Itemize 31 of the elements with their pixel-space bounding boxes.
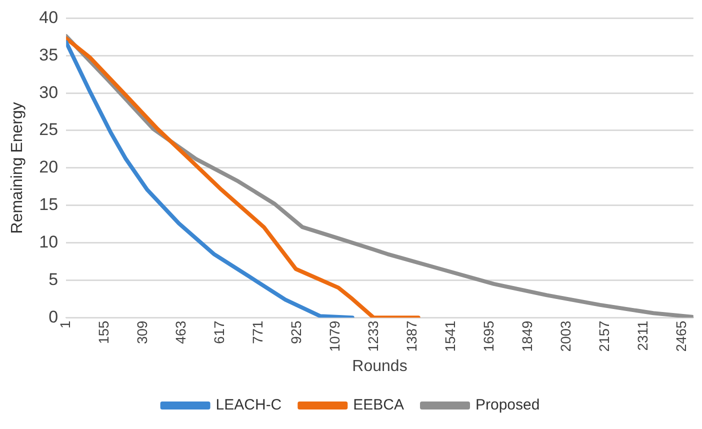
x-tick-label: 155	[95, 320, 112, 344]
y-axis-title: Remaining Energy	[9, 102, 26, 234]
y-tick-label: 0	[48, 307, 58, 326]
x-tick-label: 1	[56, 320, 73, 328]
x-tick-label: 1695	[480, 320, 496, 352]
x-tick-label: 617	[210, 320, 227, 344]
y-tick-label: 15	[39, 195, 58, 214]
y-tick-label: 30	[39, 82, 58, 102]
x-tick-label: 925	[288, 320, 304, 344]
x-tick-label: 2465	[672, 320, 689, 352]
y-tick-label: 20	[39, 158, 58, 177]
x-tick-label: 2157	[596, 320, 612, 352]
x-tick-label: 1387	[403, 320, 420, 352]
x-tick-label: 771	[249, 320, 266, 344]
x-tick-label: 1079	[326, 320, 342, 352]
x-tick-label: 463	[172, 320, 188, 344]
legend-label: LEACH-C	[216, 396, 282, 414]
y-tick-label: 10	[39, 232, 58, 252]
x-tick-label: 309	[134, 320, 150, 344]
legend-label: Proposed	[475, 396, 540, 414]
x-tick-label: 2311	[634, 320, 650, 351]
y-tick-label: 35	[39, 45, 58, 64]
legend-label: EEBCA	[353, 396, 404, 414]
x-tick-label: 2003	[557, 320, 574, 352]
x-axis-title: Rounds	[352, 358, 408, 375]
x-tick-label: 1849	[518, 320, 535, 352]
y-tick-label: 40	[39, 8, 58, 27]
x-tick-label: 1233	[364, 320, 381, 352]
y-tick-label: 25	[39, 120, 58, 140]
y-tick-label: 5	[48, 270, 58, 289]
x-tick-label: 1541	[442, 320, 458, 352]
